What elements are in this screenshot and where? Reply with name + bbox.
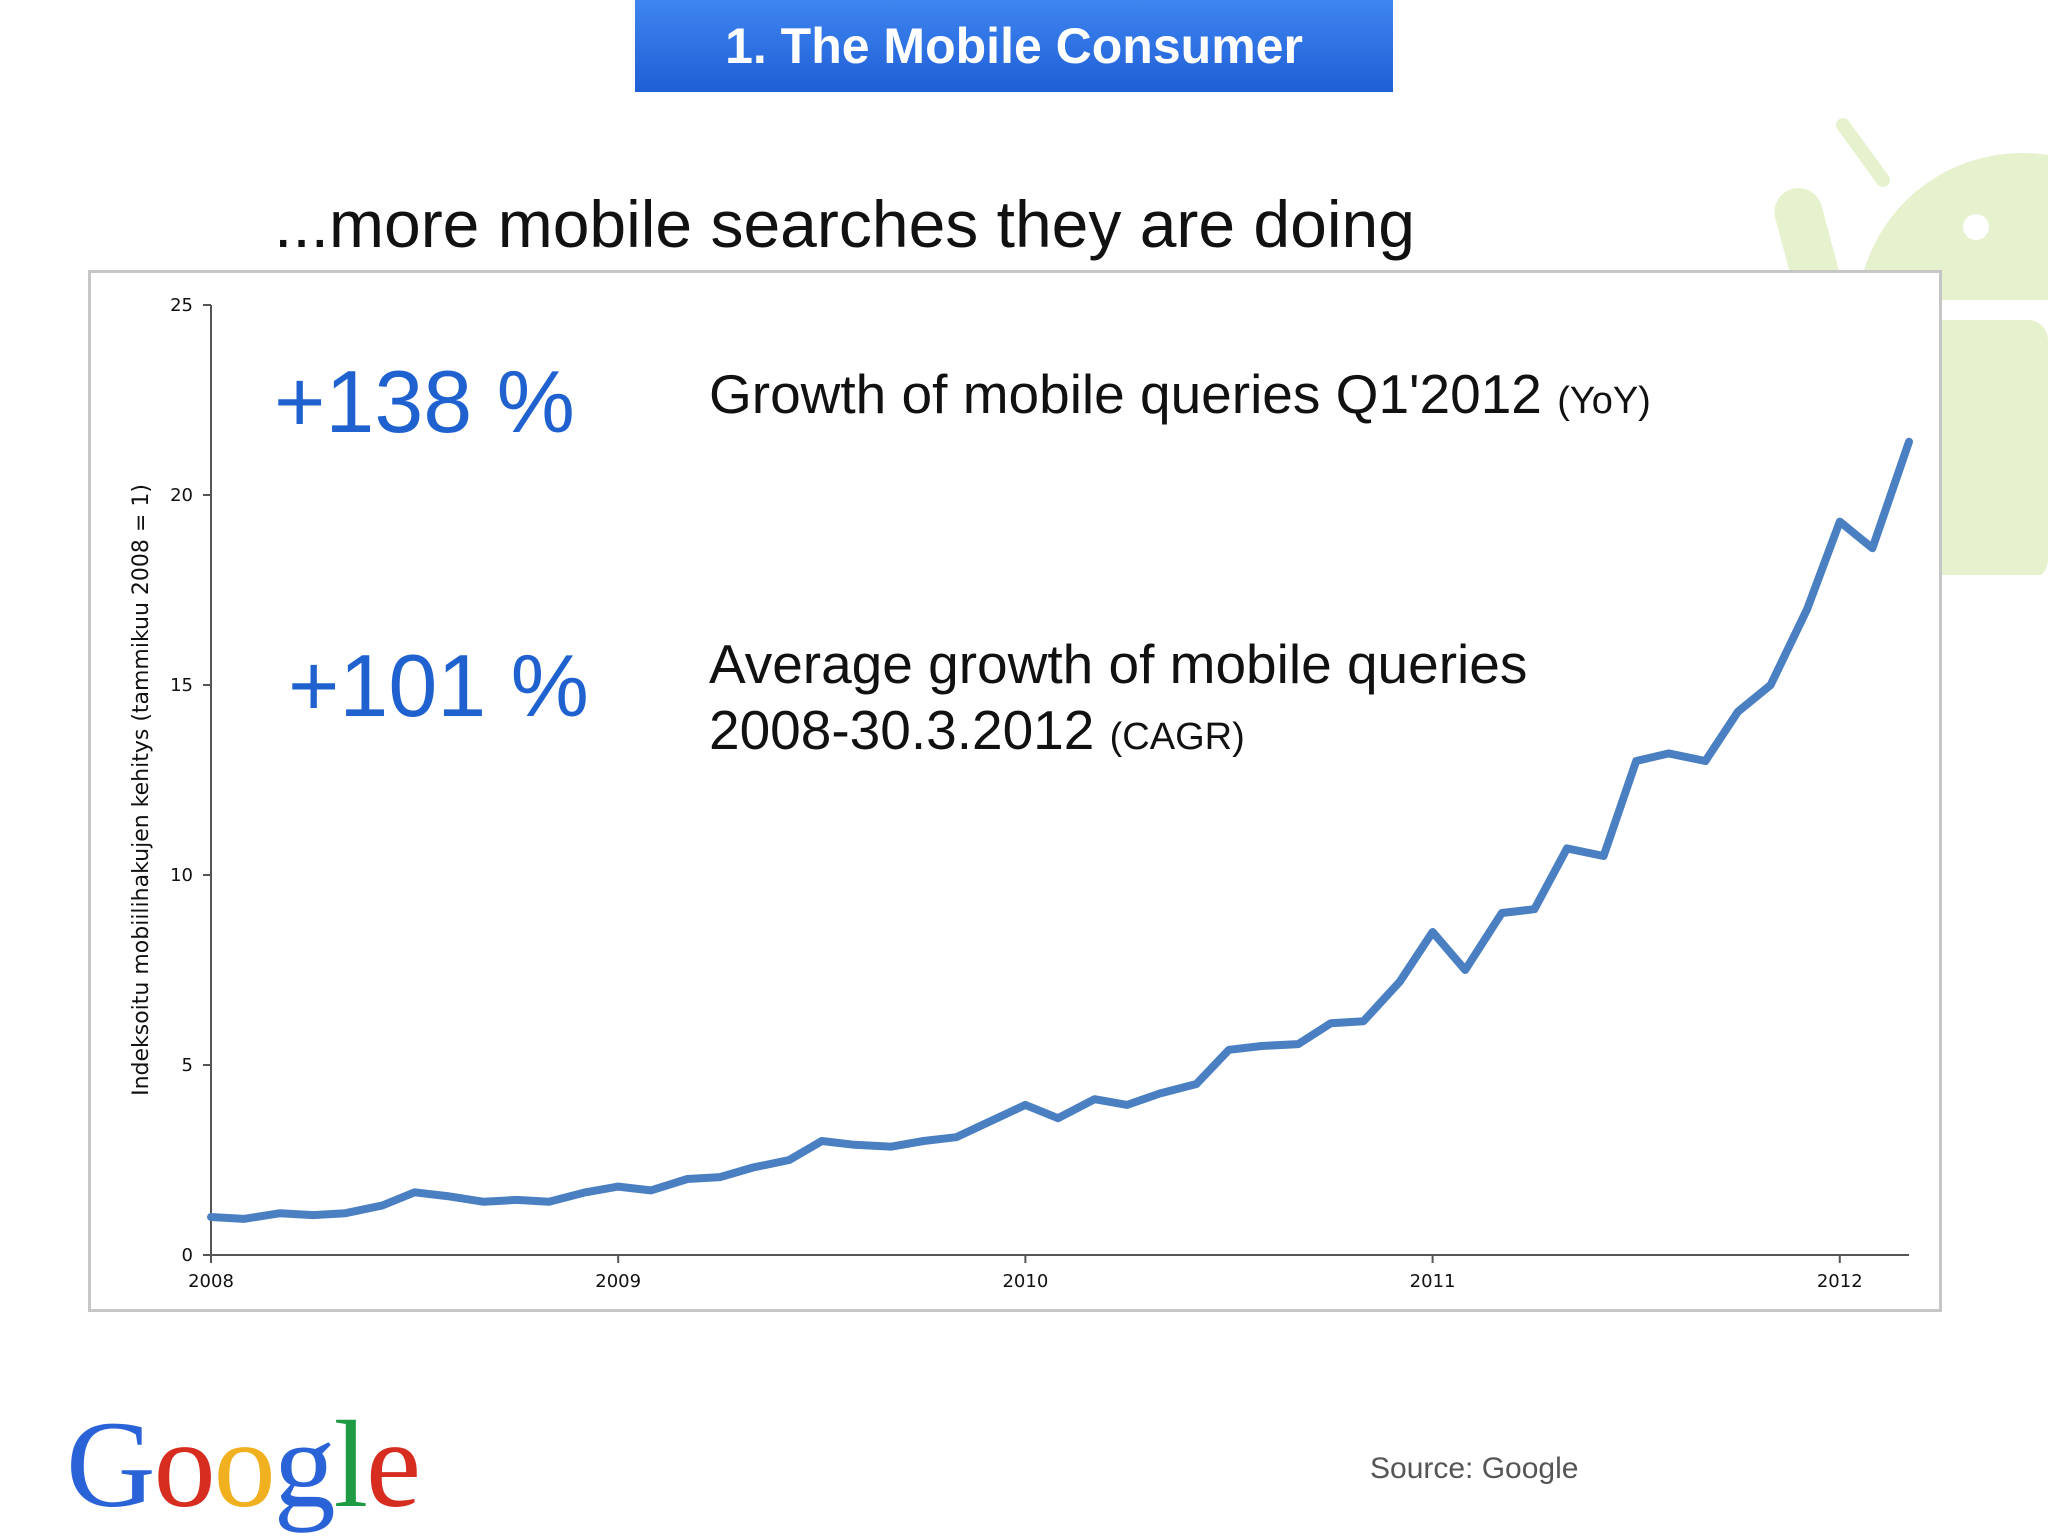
x-tick-label: 2010 xyxy=(1002,1271,1048,1292)
stat-desc-cagr-text: Average growth of mobile queries xyxy=(709,633,1528,695)
chart-frame: Indeksoitu mobiilihakujen kehitys (tammi… xyxy=(88,270,1942,1312)
section-banner: 1. The Mobile Consumer xyxy=(635,0,1393,92)
stat-note-yoy: (YoY) xyxy=(1557,380,1651,422)
stat-note-cagr: (CAGR) xyxy=(1109,716,1245,758)
series-line-mobile-queries xyxy=(207,437,1913,1223)
source-note: Source: Google xyxy=(1370,1452,1579,1485)
stat-desc-cagr-period: 2008-30.3.2012 xyxy=(709,699,1095,761)
y-tick-label: 20 xyxy=(170,485,193,506)
y-tick-label: 15 xyxy=(170,675,193,696)
stat-value-cagr: +101 % xyxy=(288,636,589,735)
line-chart: Indeksoitu mobiilihakujen kehitys (tammi… xyxy=(129,295,1913,1292)
stat-value-yoy: +138 % xyxy=(274,352,575,451)
x-axis: 2008 2009 2010 2011 2012 xyxy=(188,1255,1863,1292)
google-logo: Google xyxy=(66,1396,421,1533)
x-tick-label: 2011 xyxy=(1410,1271,1456,1292)
x-tick-label: 2009 xyxy=(595,1271,641,1292)
x-tick-label: 2008 xyxy=(188,1271,234,1292)
y-tick-label: 25 xyxy=(170,295,193,316)
y-axis: 0 5 10 15 20 25 xyxy=(170,295,211,1266)
slide-heading: ...more mobile searches they are doing xyxy=(274,187,1415,261)
y-axis-title: Indeksoitu mobiilihakujen kehitys (tammi… xyxy=(129,484,154,1096)
stat-desc-yoy-text: Growth of mobile queries Q1'2012 xyxy=(709,363,1542,425)
x-tick-label: 2012 xyxy=(1817,1271,1863,1292)
y-tick-label: 0 xyxy=(182,1245,193,1266)
y-tick-label: 10 xyxy=(170,865,193,886)
y-tick-label: 5 xyxy=(182,1055,193,1076)
stat-desc-yoy: Growth of mobile queries Q1'2012 (YoY) xyxy=(709,361,1651,434)
stat-desc-cagr: Average growth of mobile queries 2008-30.… xyxy=(709,631,1527,770)
